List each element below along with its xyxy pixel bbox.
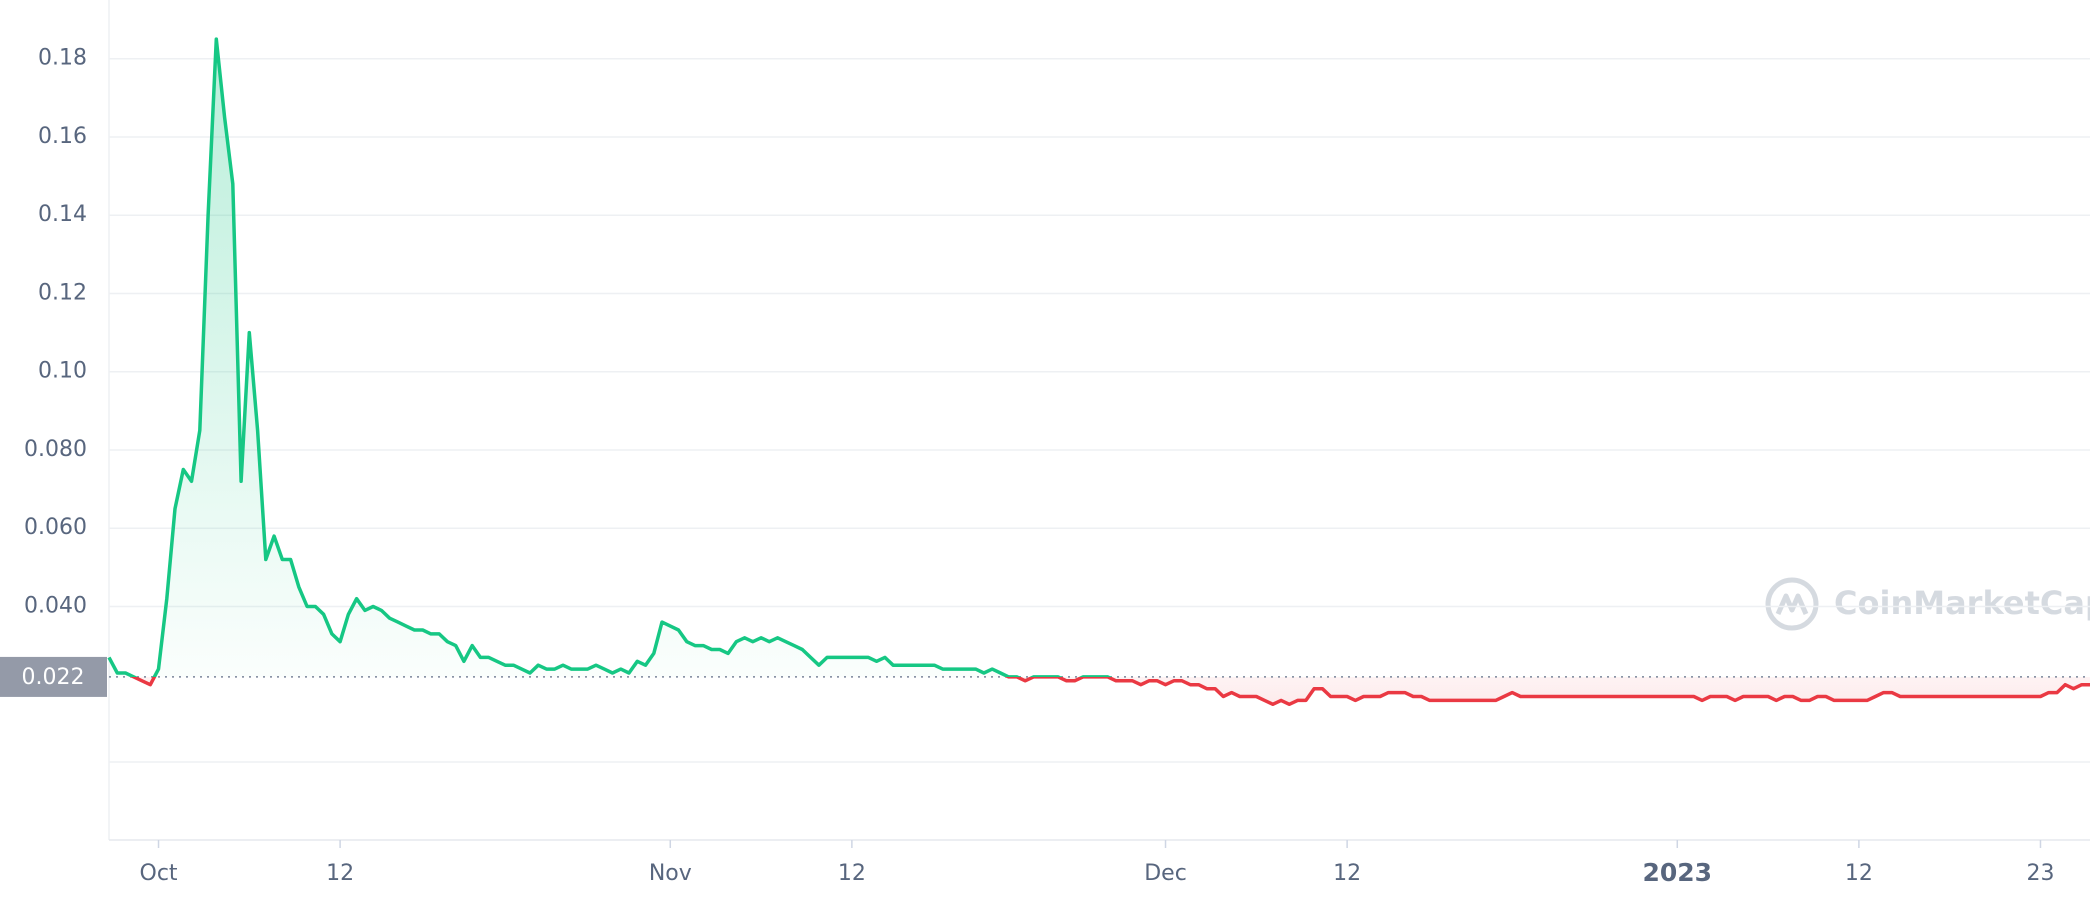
x-tick-label: 12 (326, 861, 354, 886)
y-tick-label: 0.10 (38, 359, 87, 384)
watermark: CoinMarketCap (1765, 577, 2090, 631)
x-tick-label: Oct (140, 861, 178, 886)
baseline-badge-box (0, 656, 107, 697)
y-tick-label: 0.16 (38, 124, 87, 149)
x-tick-label: 12 (838, 861, 866, 886)
y-tick-label: 0.14 (38, 202, 87, 227)
x-tick-label: 2023 (1642, 858, 1712, 887)
x-tick-label: 23 (2026, 861, 2054, 886)
baseline-label: 0.022 (22, 665, 85, 690)
y-tick-label: 0.18 (38, 46, 87, 71)
y-tick-label: 0.080 (24, 437, 87, 462)
x-tick-label: 12 (1845, 861, 1873, 886)
watermark-text: CoinMarketCap (1834, 584, 2090, 622)
area (109, 39, 2090, 705)
price-line (107, 37, 2090, 707)
y-tick-label: 0.060 (24, 515, 87, 540)
x-tick-label: 12 (1333, 861, 1361, 886)
x-tick-label: Nov (649, 861, 692, 886)
x-tick-label: Dec (1144, 861, 1187, 886)
y-tick-label: 0.040 (24, 593, 87, 618)
baseline-badge: 0.022 (0, 656, 107, 697)
y-tick-label: 0.12 (38, 280, 87, 305)
